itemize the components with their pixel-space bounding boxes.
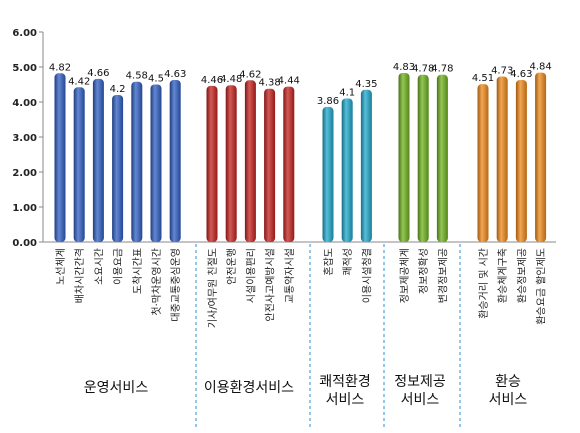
y-tick-label: 0.00 — [12, 238, 37, 249]
y-tick-label: 1.00 — [12, 203, 37, 214]
bar — [206, 85, 218, 243]
data-label: 4.2 — [110, 84, 126, 95]
group-label: 환승 — [495, 374, 521, 390]
y-tick-label: 2.00 — [12, 168, 37, 179]
y-tick-label: 4.00 — [12, 98, 37, 109]
category-label: 환승정보제공 — [516, 248, 528, 303]
bar — [398, 72, 410, 242]
data-label: 4.84 — [529, 62, 551, 73]
bar — [341, 98, 353, 242]
category-label: 환승거리 및 시간 — [478, 248, 490, 319]
data-label: 4.46 — [201, 75, 223, 86]
y-tick-label: 5.00 — [12, 63, 37, 74]
bar — [131, 81, 143, 242]
category-label: 소요시간 — [93, 248, 105, 285]
bar — [496, 76, 508, 242]
data-label: 4.51 — [472, 73, 494, 84]
group-label: 쾌적환경 — [319, 374, 371, 390]
y-axis: 0.00 1.00 2.00 3.00 4.00 5.00 6.00 — [12, 28, 556, 249]
category-label: 정보제공체계 — [399, 248, 411, 303]
category-labels: 노선체계 배차시간간격 소요시간 이용요금 도착시간표 첫·막차운영시간 대중교통중심운영 기… — [55, 248, 548, 328]
bar — [264, 88, 276, 242]
category-label: 쾌적성 — [342, 248, 354, 276]
data-label: 4.82 — [49, 62, 71, 73]
bar — [54, 73, 66, 242]
bar — [169, 79, 181, 242]
category-label: 첫·막차운영시간 — [151, 248, 163, 316]
category-label: 이용시설청결 — [361, 248, 373, 303]
value-labels: 4.824.424.664.24.58 4.5 4.634.464.484.624.… — [49, 62, 552, 107]
bars — [54, 72, 547, 243]
group-label: 운영서비스 — [84, 380, 149, 396]
category-label: 대중교통중심운영 — [170, 248, 182, 322]
data-label: 4.73 — [491, 65, 513, 76]
category-label: 안전사고예방시설 — [265, 248, 277, 322]
category-label: 노선체계 — [55, 248, 67, 285]
bar — [225, 85, 237, 242]
category-label: 환승요금 할인제도 — [536, 248, 548, 325]
bar — [244, 80, 256, 242]
group-label: 서비스 — [401, 392, 440, 408]
bar — [515, 79, 527, 242]
data-label: 4.78 — [431, 64, 453, 75]
bar — [360, 89, 372, 242]
data-label: 4.1 — [339, 88, 355, 99]
bar — [112, 95, 124, 242]
data-label: 4.5 — [148, 74, 164, 85]
data-label: 4.35 — [355, 79, 377, 90]
data-label: 4.66 — [87, 68, 109, 79]
data-label: 4.48 — [220, 74, 242, 85]
bar — [417, 74, 429, 242]
data-label: 4.62 — [239, 69, 261, 80]
data-label: 4.58 — [126, 71, 148, 82]
y-tick-label: 6.00 — [12, 28, 37, 39]
data-label: 4.63 — [510, 69, 532, 80]
category-label: 안전운행 — [226, 248, 238, 285]
group-label: 서비스 — [326, 392, 365, 408]
bar — [477, 84, 489, 243]
data-label: 4.78 — [412, 64, 434, 75]
bar — [535, 72, 547, 242]
bar — [322, 106, 334, 243]
category-label: 이용요금 — [113, 248, 125, 285]
category-label: 환승체계구축 — [497, 248, 509, 303]
data-label: 4.63 — [164, 69, 186, 80]
category-label: 배차시간간격 — [73, 248, 86, 303]
data-label: 4.42 — [68, 76, 90, 87]
bar — [436, 74, 448, 242]
category-label: 혼잡도 — [322, 248, 335, 276]
category-label: 교통약자시설 — [284, 248, 296, 303]
bar — [92, 78, 104, 243]
y-tick-label: 3.00 — [12, 133, 37, 144]
group-label: 정보제공 — [394, 374, 446, 390]
group-label: 이용환경서비스 — [204, 380, 294, 396]
data-label: 4.44 — [278, 76, 300, 87]
group-separators — [195, 244, 461, 428]
bar — [283, 86, 295, 242]
category-label: 변경정보제공 — [436, 248, 449, 303]
category-label: 시설이용편리 — [245, 248, 257, 303]
category-label: 정보정확성 — [418, 248, 430, 294]
category-label: 도착시간표 — [132, 248, 144, 294]
data-label: 4.38 — [258, 78, 280, 89]
bar — [73, 87, 85, 242]
data-label: 4.83 — [393, 62, 415, 73]
group-label: 서비스 — [489, 392, 528, 408]
data-label: 3.86 — [317, 96, 339, 107]
bar — [150, 84, 162, 242]
category-label: 기사/여무원 친절도 — [206, 248, 219, 328]
